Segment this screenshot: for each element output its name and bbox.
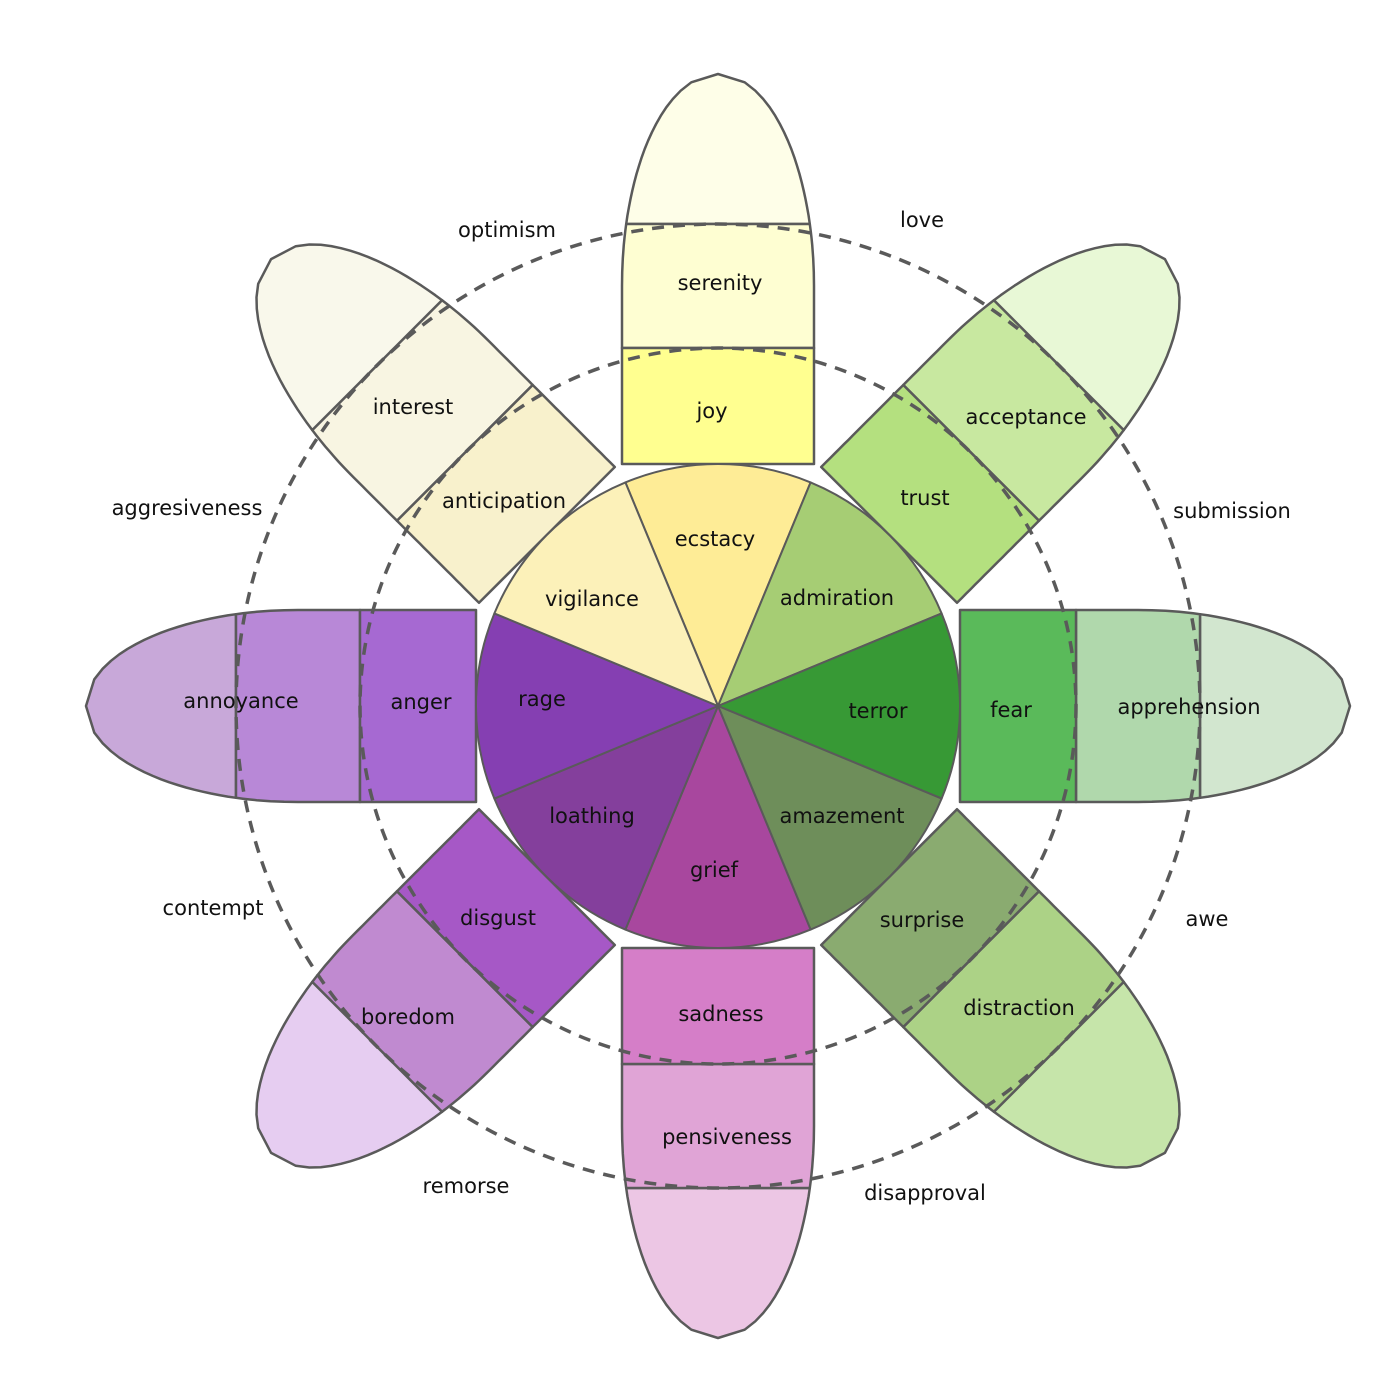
label-sadness: sadness <box>678 1002 763 1026</box>
petal-trust-tip <box>992 243 1181 432</box>
petal-trust-basic <box>819 383 1041 605</box>
petal-surprise-mild <box>902 890 1125 1113</box>
petal-joy-mild <box>620 222 816 350</box>
outer-dashed-ring <box>234 222 1202 1190</box>
core-layer <box>475 463 961 949</box>
petal-anger-mild <box>234 608 362 804</box>
dyad-contempt: contempt <box>163 896 264 920</box>
dyad-aggresiveness: aggresiveness <box>112 496 263 520</box>
label-disgust: disgust <box>460 906 536 930</box>
petal-surprise-tip <box>992 980 1181 1169</box>
label-acceptance: acceptance <box>965 405 1086 429</box>
petal-disgust <box>255 807 617 1169</box>
petal-fear-basic <box>958 608 1078 804</box>
petal-sadness <box>620 946 816 1340</box>
dyad-awe: awe <box>1186 907 1229 931</box>
petal-sadness-basic <box>620 946 816 1066</box>
petal-joy-tip <box>624 72 812 226</box>
label-serenity: serenity <box>678 271 763 295</box>
petal-disgust-mild <box>311 890 534 1113</box>
core-wedge-anticipation <box>493 481 719 707</box>
petal-trust <box>819 243 1181 605</box>
petal-anticipation-tip <box>255 243 444 432</box>
petal-sadness-mild <box>620 1062 816 1190</box>
petal-anger <box>84 608 478 804</box>
petal-joy-basic <box>620 346 816 466</box>
petal-anticipation-basic <box>395 383 617 605</box>
label-rage: rage <box>518 687 566 711</box>
dyad-love: love <box>900 208 944 232</box>
petal-sadness-tip <box>624 1186 812 1340</box>
petal-fear-tip <box>1198 612 1352 800</box>
petal-fear <box>958 608 1352 804</box>
petal-anticipation <box>255 243 617 605</box>
core-wedge-anger <box>475 612 719 800</box>
petal-disgust-basic <box>395 807 617 1029</box>
petal-anger-tip <box>84 612 238 800</box>
label-ecstacy: ecstacy <box>675 527 755 551</box>
label-interest: interest <box>373 395 454 419</box>
label-anger: anger <box>390 690 451 714</box>
core-wedge-disgust <box>493 705 719 931</box>
dyad-remorse: remorse <box>423 1174 510 1198</box>
inner-dashed-ring <box>358 346 1078 1066</box>
label-loathing: loathing <box>549 804 635 828</box>
core-wedge-joy <box>624 463 812 707</box>
petal-surprise-basic <box>819 807 1041 1029</box>
label-joy: joy <box>695 399 727 423</box>
core-wedge-fear <box>717 612 961 800</box>
dyad-submission: submission <box>1173 499 1291 523</box>
label-anticipation: anticipation <box>442 489 566 513</box>
petals-layer <box>84 72 1352 1340</box>
label-distraction: distraction <box>963 996 1075 1020</box>
label-annoyance: annoyance <box>183 689 298 713</box>
petal-disgust-tip <box>255 980 444 1169</box>
petal-trust-mild <box>902 299 1125 522</box>
petal-anticipation-mild <box>311 299 534 522</box>
petal-fear-mild <box>1074 608 1202 804</box>
label-amazement: amazement <box>779 804 904 828</box>
petal-surprise <box>819 807 1181 1169</box>
dyad-disapproval: disapproval <box>864 1181 986 1205</box>
label-admiration: admiration <box>780 586 894 610</box>
label-grief: grief <box>690 858 739 882</box>
label-vigilance: vigilance <box>545 587 639 611</box>
label-fear: fear <box>990 698 1032 722</box>
petal-joy <box>620 72 816 466</box>
label-terror: terror <box>848 699 907 723</box>
label-boredom: boredom <box>361 1005 455 1029</box>
core-wedge-surprise <box>717 705 943 931</box>
petal-anger-basic <box>358 608 478 804</box>
dyad-optimism: optimism <box>458 218 556 242</box>
label-trust: trust <box>900 486 949 510</box>
label-surprise: surprise <box>880 908 965 932</box>
label-pensiveness: pensiveness <box>662 1125 792 1149</box>
core-wedge-sadness <box>624 705 812 949</box>
core-wedge-trust <box>717 481 943 707</box>
label-apprehension: apprehension <box>1117 695 1260 719</box>
